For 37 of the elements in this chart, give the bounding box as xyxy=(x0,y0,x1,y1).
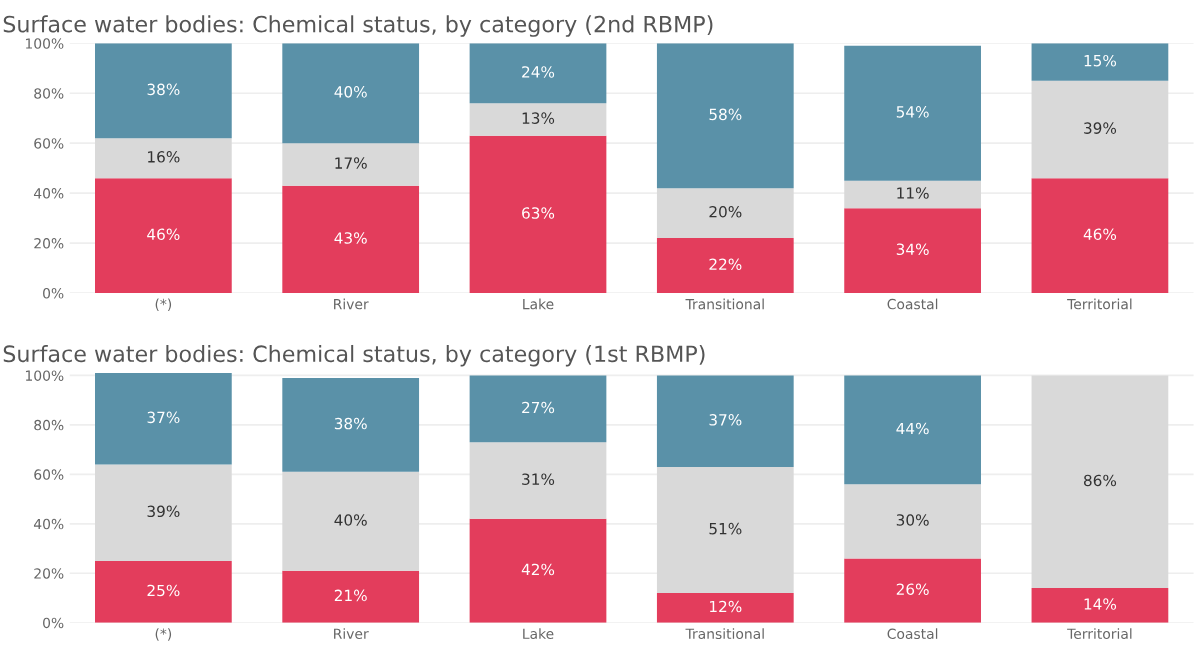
chart-title: Surface water bodies: Chemical status, by category (1st RBMP) xyxy=(3,344,705,367)
bar xyxy=(844,45,981,181)
bar xyxy=(469,442,607,519)
bar xyxy=(282,143,420,186)
bar xyxy=(282,570,420,623)
bar xyxy=(282,471,420,571)
bar xyxy=(1031,178,1169,294)
bar xyxy=(95,138,232,179)
bar xyxy=(1031,375,1169,589)
bar xyxy=(469,135,607,294)
bar xyxy=(1031,80,1169,179)
chart-title: Surface water bodies: Chemical status, by category (2nd RBMP) xyxy=(3,15,713,37)
bar xyxy=(469,103,607,136)
bar xyxy=(656,466,794,594)
bar xyxy=(656,238,794,294)
bar xyxy=(1031,43,1169,81)
bar xyxy=(656,188,794,239)
bar xyxy=(844,208,981,294)
bar xyxy=(469,518,607,623)
bar xyxy=(844,180,981,209)
bar xyxy=(844,484,981,559)
bar xyxy=(95,43,232,139)
bar xyxy=(95,560,232,623)
bar xyxy=(282,185,420,294)
bar xyxy=(95,464,232,561)
bar xyxy=(844,375,981,485)
bar xyxy=(844,558,981,623)
bar xyxy=(469,375,607,443)
bar xyxy=(95,178,232,294)
bar xyxy=(282,377,420,472)
bar xyxy=(282,43,420,144)
bar xyxy=(1031,588,1169,623)
bar xyxy=(656,43,794,189)
bar xyxy=(656,375,794,467)
bar xyxy=(469,43,607,104)
bar xyxy=(656,593,794,623)
bar xyxy=(95,372,232,465)
